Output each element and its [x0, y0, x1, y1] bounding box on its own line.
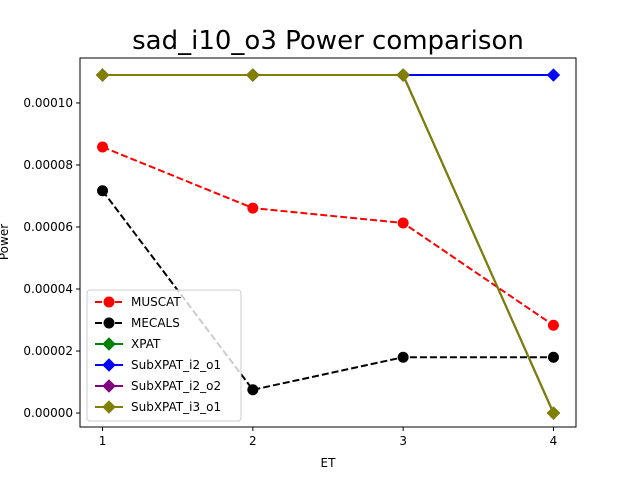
legend-swatch-marker — [102, 379, 116, 393]
tick-layer: 1 2 3 4 0.00000 0.00002 0.00004 0.00006 0.00008 0… — [23, 96, 557, 448]
y-tick-label: 0.00006 — [23, 220, 73, 234]
data-point-subxpat-i3-o1 — [95, 68, 110, 82]
data-point-muscat — [547, 319, 559, 331]
legend-label: MECALS — [131, 316, 180, 330]
data-point-mecals — [547, 351, 559, 363]
legend-label: MUSCAT — [131, 295, 181, 309]
data-point-subxpat-i3-o1 — [546, 406, 561, 420]
data-point-mecals — [247, 384, 259, 396]
data-point-mecals — [397, 351, 409, 363]
y-tick-label: 0.00004 — [23, 282, 73, 296]
y-tick-label: 0.00002 — [23, 344, 73, 358]
legend-item-muscat: MUSCAT — [95, 295, 181, 309]
x-tick-label: 1 — [99, 434, 107, 448]
series-layer — [95, 68, 561, 420]
legend-item-subxpat-i2-o1: SubXPAT_i2_o1 — [95, 358, 221, 372]
series-line-muscat — [102, 146, 555, 327]
legend-swatch-marker — [103, 317, 115, 329]
legend-label: XPAT — [131, 337, 161, 351]
legend-swatch-marker — [102, 358, 116, 372]
y-tick-label: 0.00008 — [23, 158, 73, 172]
data-point-muscat — [247, 202, 259, 214]
legend-item-xpat: XPAT — [95, 337, 161, 351]
legend-swatch-marker — [103, 296, 115, 308]
legend-swatch-marker — [102, 400, 116, 414]
data-point-subxpat-i3-o1 — [396, 68, 410, 82]
data-point-subxpat-i2-o1 — [546, 68, 561, 82]
legend: MUSCAT MECALS XPAT SubXPAT_i2_o1 SubXPAT_i2_… — [86, 289, 242, 422]
data-point-subxpat-i3-o1 — [246, 68, 260, 82]
x-tick-label: 3 — [399, 434, 407, 448]
plot-frame — [79, 57, 577, 428]
series-muscat — [97, 141, 559, 331]
legend-box — [86, 289, 242, 422]
legend-item-subxpat-i3-o1: SubXPAT_i3_o1 — [95, 400, 221, 414]
legend-item-subxpat-i2-o2: SubXPAT_i2_o2 — [95, 379, 221, 393]
y-axis-label: Power — [0, 224, 11, 260]
legend-label: SubXPAT_i2_o2 — [131, 379, 221, 393]
series-line-subxpat-i3-o1 — [102, 74, 555, 414]
x-tick-label: 4 — [550, 434, 558, 448]
data-point-mecals — [97, 185, 109, 197]
legend-swatch-marker — [102, 337, 116, 351]
data-point-muscat — [97, 141, 109, 153]
data-point-muscat — [397, 217, 409, 229]
y-tick-label: 0.00010 — [23, 96, 73, 110]
chart-title: sad_i10_o3 Power comparison — [132, 26, 524, 56]
y-tick-label: 0.00000 — [23, 406, 73, 420]
legend-label: SubXPAT_i3_o1 — [131, 400, 221, 414]
series-subxpat-i3-o1 — [95, 68, 561, 420]
x-tick-label: 2 — [249, 434, 257, 448]
legend-label: SubXPAT_i2_o1 — [131, 358, 221, 372]
x-axis-label: ET — [321, 456, 337, 470]
legend-item-mecals: MECALS — [95, 316, 180, 330]
